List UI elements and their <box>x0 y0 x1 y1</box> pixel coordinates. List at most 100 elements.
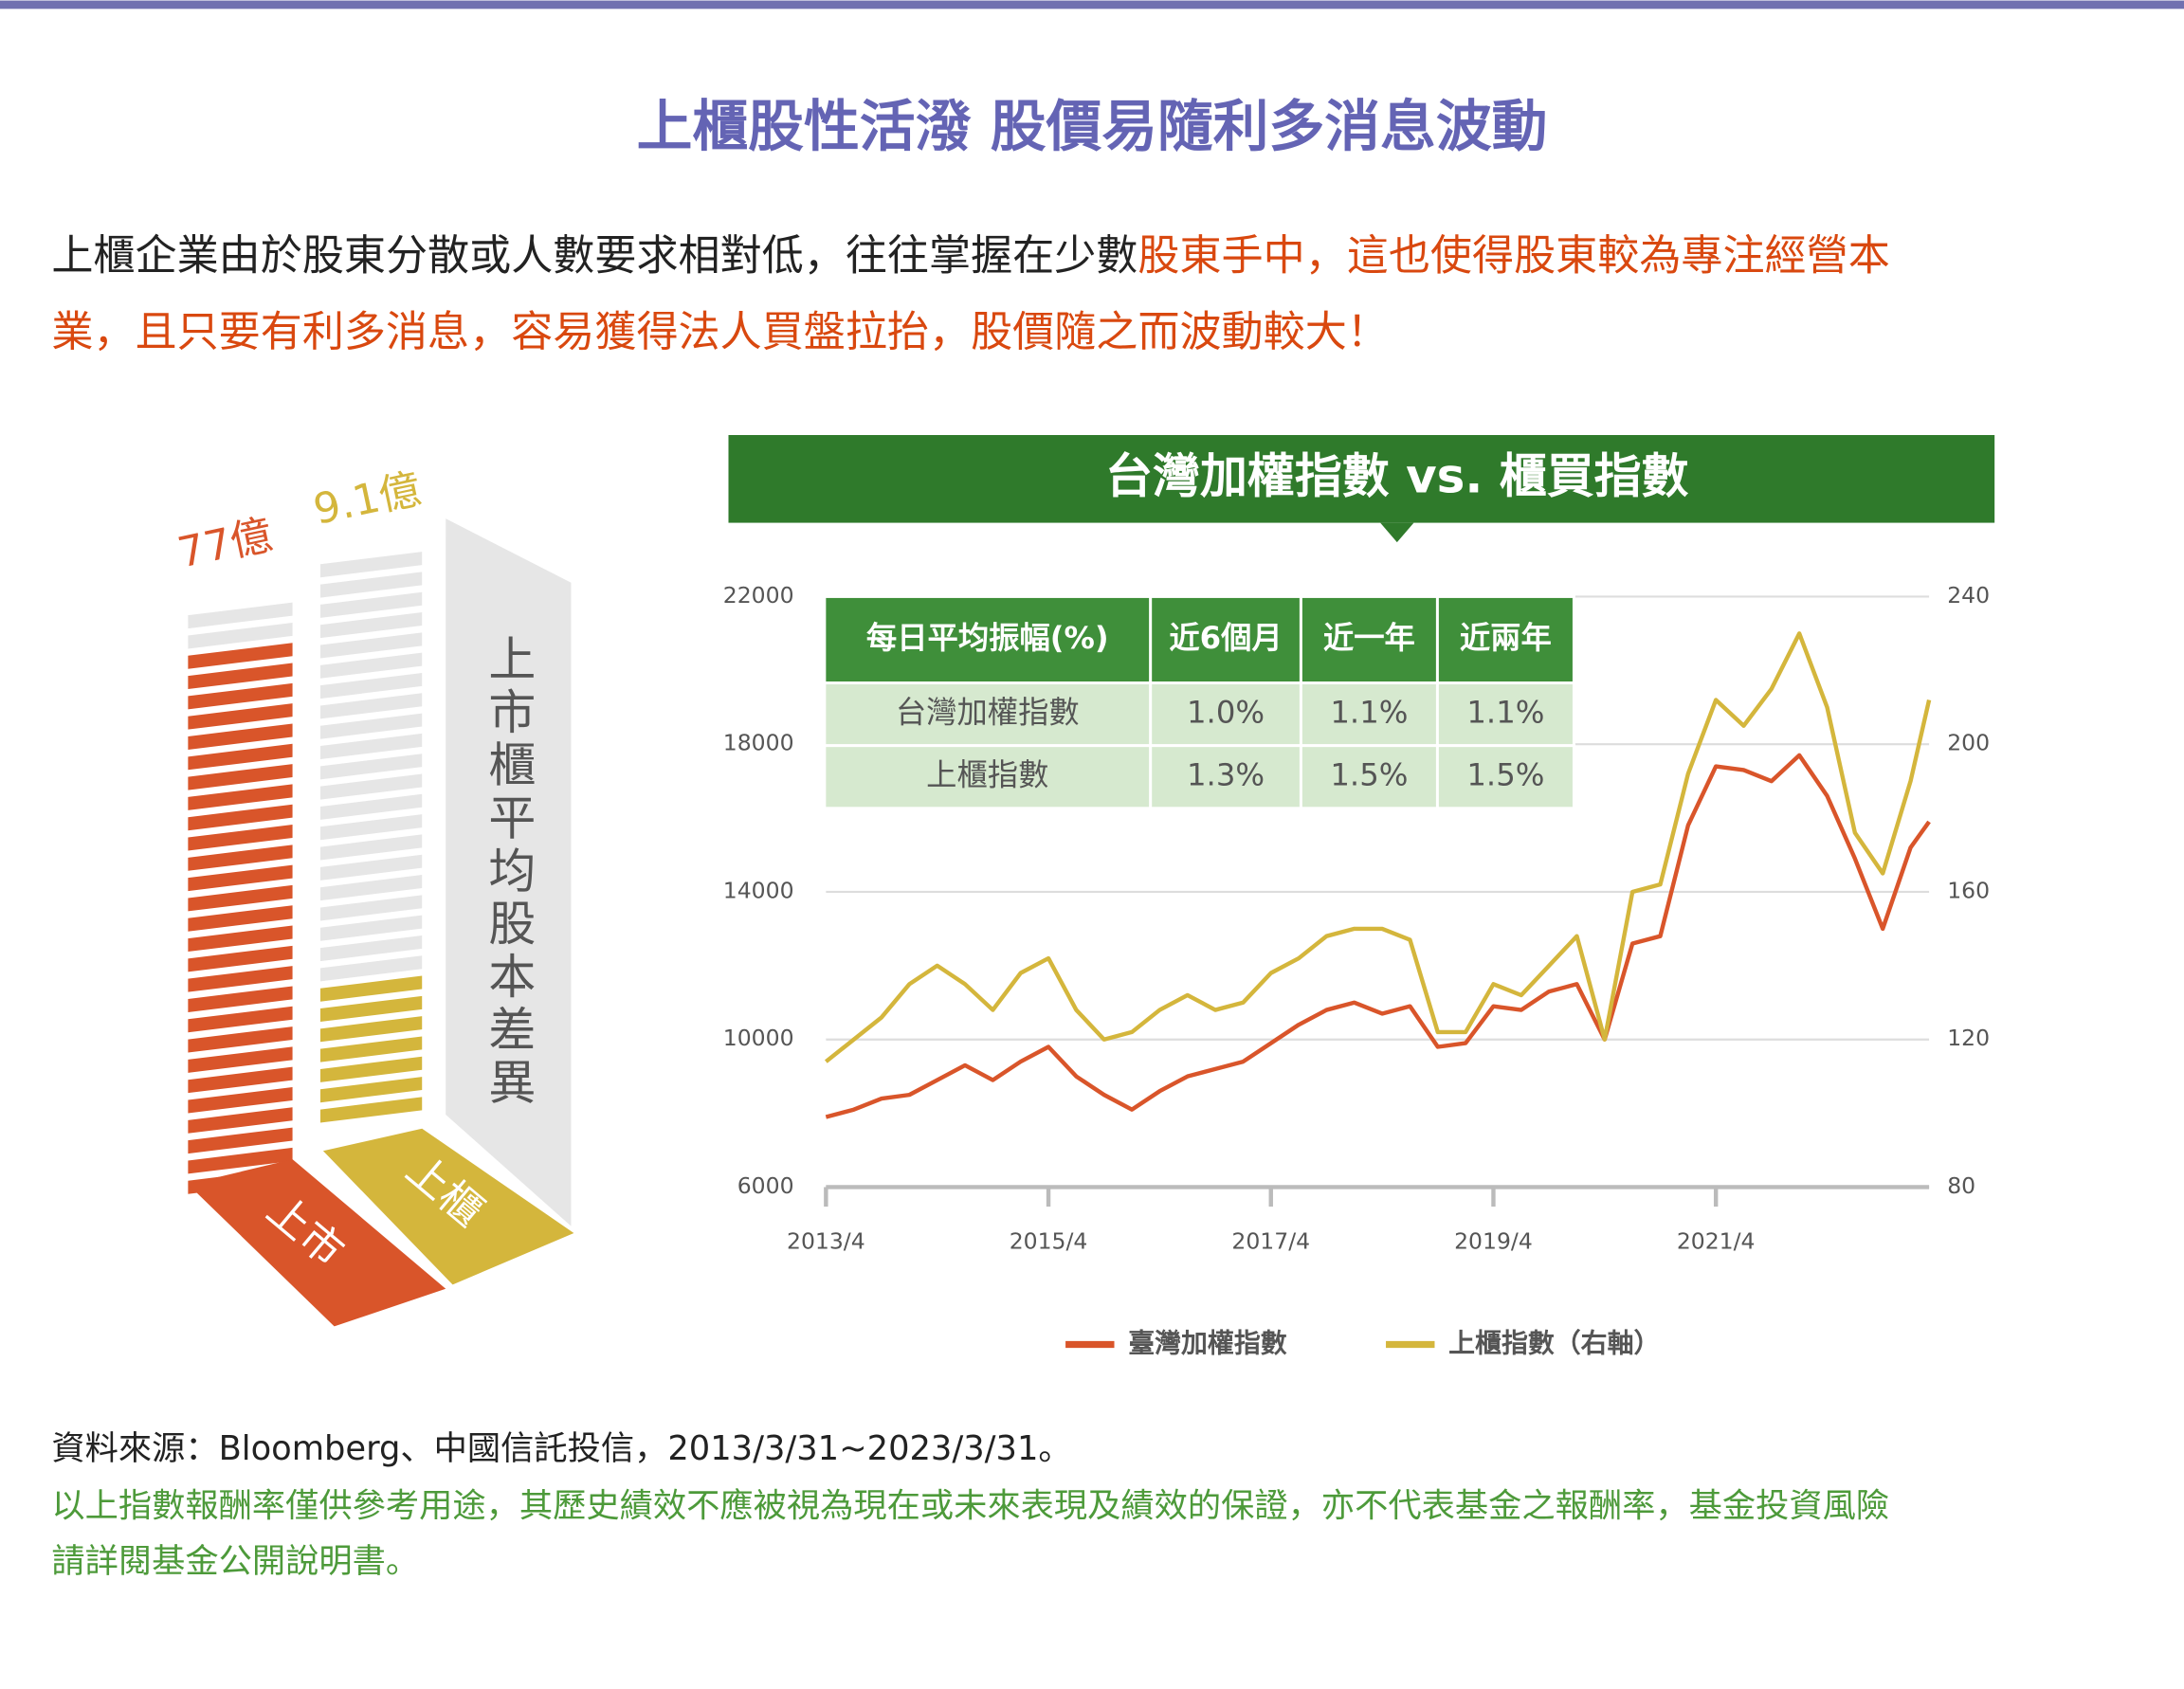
stripe <box>319 975 423 1002</box>
legend-label: 臺灣加權指數 <box>1128 1328 1287 1359</box>
table-cell-text: 上櫃指數 <box>926 757 1048 793</box>
stripe <box>319 1056 423 1082</box>
listed-amount: 77億 <box>173 511 277 578</box>
table-cell-text: 台灣加權指數 <box>896 695 1080 731</box>
table-header-text: 每日平均振幅(%) <box>866 620 1109 656</box>
table-cell-text: 1.1% <box>1330 695 1408 731</box>
stripe <box>188 682 293 710</box>
stripe <box>319 754 423 780</box>
table-cell <box>1149 681 1302 748</box>
y-tick-label: 10000 <box>723 1025 794 1051</box>
intro-line: 業，且只要有利多消息，容易獲得法人買盤拉抬，股價隨之而波動較大！ <box>51 308 1389 356</box>
stripe <box>319 834 423 861</box>
stripe <box>319 895 423 921</box>
disclaimer: 請詳閱基金公開說明書。 <box>51 1542 419 1581</box>
stripe <box>188 1066 293 1094</box>
stripe <box>188 1026 293 1053</box>
otc-amount: 9.1億 <box>309 464 425 535</box>
stripe <box>319 793 423 820</box>
legend-label: 上櫃指數（右軸） <box>1448 1328 1660 1359</box>
stripe <box>319 995 423 1022</box>
stripe <box>319 672 423 699</box>
stripe <box>188 1127 293 1154</box>
stripe <box>319 1097 423 1123</box>
line-chart: 6000 10000 14000 18000 22000 80 120 160 200 240 20… <box>723 582 1990 1359</box>
stripe <box>188 622 293 649</box>
stripes <box>188 552 423 1194</box>
stripe <box>188 925 293 953</box>
intro-segment: 上櫃企業由於股東分散或人數要求相對低，往往掌握在少數 <box>51 231 1138 280</box>
stripe <box>188 986 293 1012</box>
intro-segment: 業，且只要有利多消息，容易獲得法人買盤拉抬，股價隨之而波動較大！ <box>51 308 1389 356</box>
y-tick-label: 6000 <box>737 1172 794 1199</box>
x-tick-label: 2017/4 <box>1231 1228 1310 1255</box>
table-header-text: 近一年 <box>1323 620 1415 656</box>
table-cell-text: 1.1% <box>1466 695 1544 731</box>
table-header-cell <box>1299 594 1439 685</box>
table-cell-text: 1.5% <box>1330 757 1408 793</box>
listed-base <box>188 1159 446 1327</box>
table-header-cell <box>1149 594 1302 685</box>
top-band <box>0 0 2184 9</box>
series-line <box>824 631 1932 1063</box>
stripe <box>319 693 423 719</box>
stripe <box>319 915 423 941</box>
footer: 資料來源：Bloomberg、中國信託投信，2013/3/31~2023/3/3… <box>51 1429 1889 1581</box>
capital-graphic: 上市 上櫃 77億 9.1億 上市櫃平均股本差異 <box>173 464 574 1327</box>
source-note: 資料來源：Bloomberg、中國信託投信，2013/3/31~2023/3/3… <box>51 1429 1071 1468</box>
y2-tick-label: 80 <box>1947 1172 1975 1199</box>
series-line <box>825 753 1931 1119</box>
intro-segment: 股東手中，這也使得股東較為專注經營本 <box>1138 231 1889 280</box>
x-tick-label: 2021/4 <box>1677 1228 1756 1255</box>
y2-tick-label: 240 <box>1947 582 1990 608</box>
graphic-caption: 上市櫃平均股本差異 <box>481 634 536 1110</box>
stripe <box>188 1107 293 1134</box>
stripe <box>319 572 423 598</box>
stripe <box>319 591 423 618</box>
chart-header-pointer <box>1380 522 1414 543</box>
stripe-group <box>188 552 423 1194</box>
stripe <box>188 743 293 771</box>
stripe <box>188 825 293 851</box>
x-tick-label: 2015/4 <box>1010 1228 1088 1255</box>
stripe <box>188 804 293 831</box>
table-cell <box>1149 744 1302 810</box>
otc-base <box>322 1128 574 1285</box>
x-tick-label: 2019/4 <box>1454 1228 1533 1255</box>
y-tick-label: 22000 <box>723 582 794 608</box>
table-cell-text: 1.5% <box>1466 757 1544 793</box>
stripe <box>188 1006 293 1033</box>
y-tick-label: 18000 <box>723 730 794 756</box>
chart-header <box>728 435 1995 523</box>
table-header-text: 近6個月 <box>1169 620 1282 656</box>
stripe <box>319 854 423 881</box>
table-cell-text: 1.0% <box>1187 695 1265 731</box>
stripe <box>188 1147 293 1174</box>
stripe <box>188 723 293 750</box>
stripe <box>188 643 293 669</box>
page-title: 上櫃股性活潑 股價易隨利多消息波動 <box>637 93 1548 158</box>
table-cell <box>1435 744 1575 810</box>
y-tick-label: 14000 <box>723 877 794 903</box>
stripe <box>319 552 423 578</box>
stripe <box>319 1016 423 1043</box>
stripe <box>319 1077 423 1103</box>
chart-title: 台灣加權指數 vs. 櫃買指數 <box>1105 449 1688 504</box>
stripe <box>319 814 423 841</box>
table-header-text: 近兩年 <box>1460 620 1552 656</box>
side-panel <box>446 518 572 1226</box>
stripe <box>188 844 293 871</box>
stripe <box>188 764 293 790</box>
stripe <box>188 1046 293 1073</box>
stripe <box>319 632 423 659</box>
stripe <box>319 652 423 679</box>
stripe <box>319 612 423 639</box>
stripe <box>319 713 423 739</box>
stripe <box>188 703 293 730</box>
y2-tick-label: 120 <box>1947 1025 1990 1051</box>
stripe <box>188 884 293 912</box>
intro: 上櫃企業由於股東分散或人數要求相對低，往往掌握在少數股東手中，這也使得股東較為專… <box>51 231 1889 356</box>
